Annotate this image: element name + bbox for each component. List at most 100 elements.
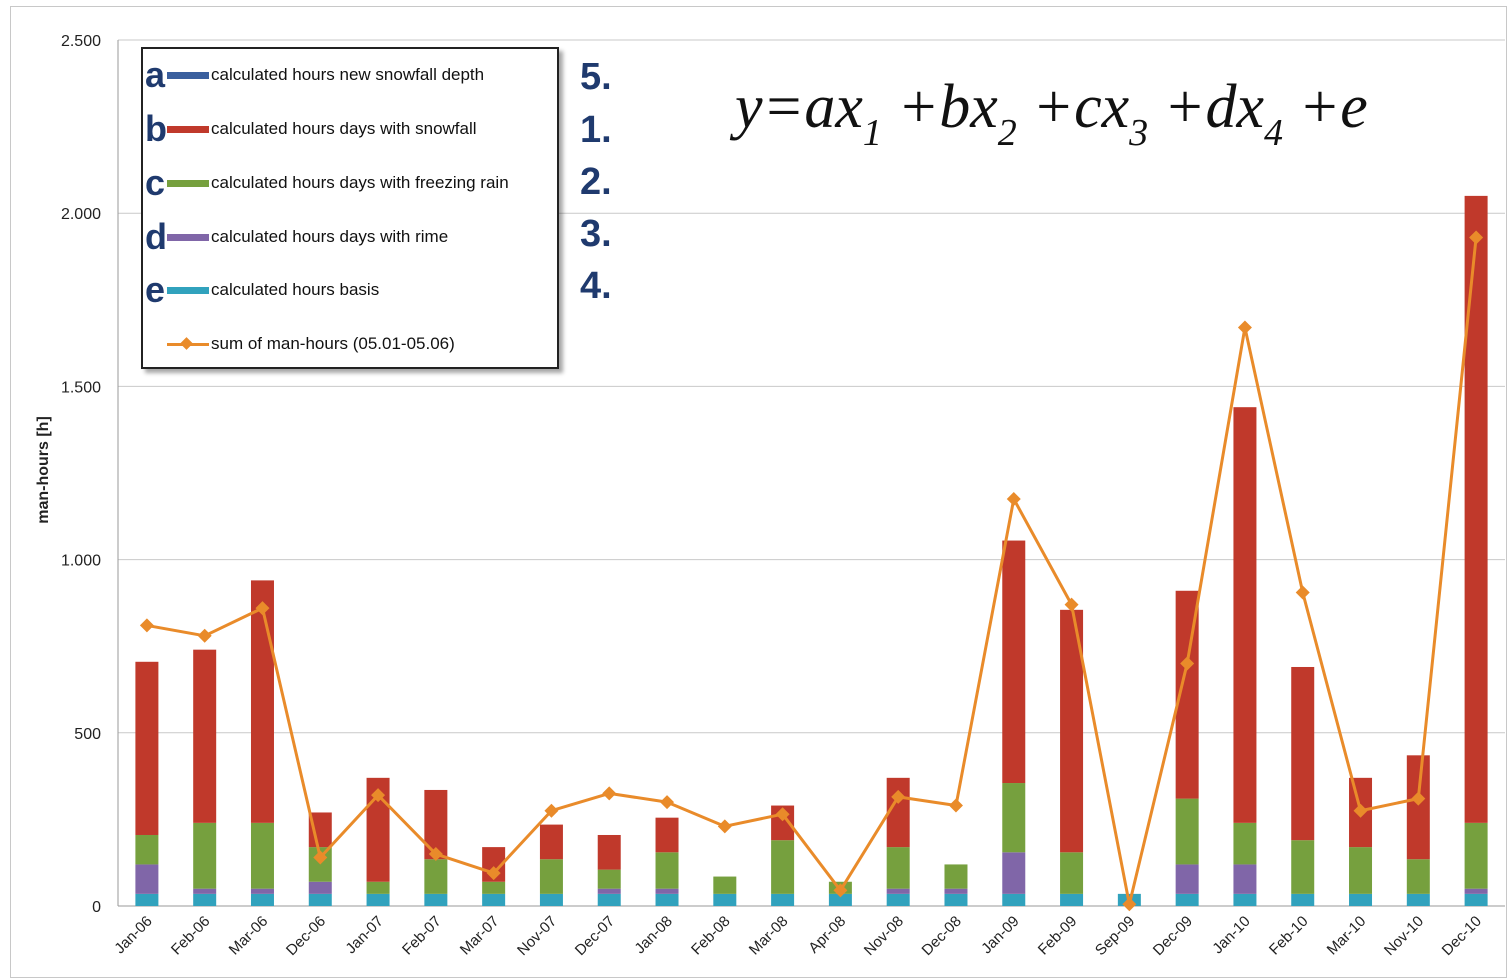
sum-point <box>1064 597 1079 612</box>
y-tick-label: 0 <box>92 899 101 916</box>
bar-segment <box>1175 864 1199 894</box>
sum-point <box>717 819 732 834</box>
x-tick-label: Nov-07 <box>514 913 560 959</box>
x-tick-label: Mar-06 <box>226 913 272 959</box>
formula-part: +cx <box>1016 73 1130 141</box>
bar-segment <box>539 824 563 860</box>
y-tick-label: 1.500 <box>61 379 101 396</box>
bar-segment <box>1233 822 1257 865</box>
legend-swatch <box>167 287 209 294</box>
bar-segment <box>424 859 448 894</box>
sum-point <box>371 788 386 803</box>
x-tick-label: Apr-08 <box>805 913 849 957</box>
sum-point <box>602 786 617 801</box>
legend-label: calculated hours days with snowfall <box>211 119 477 138</box>
bar-segment <box>1464 822 1488 889</box>
bar-segment <box>1233 407 1257 823</box>
legend-label: sum of man-hours (05.01-05.06) <box>211 334 455 353</box>
bar-segment <box>1464 195 1488 823</box>
y-tick-label: 2.500 <box>61 33 101 50</box>
y-tick-label: 1.000 <box>61 553 101 570</box>
bar-segment <box>713 876 737 894</box>
legend-item-days-with-snowfall: b calculated hours days with snowfall <box>143 109 557 149</box>
bar-segment <box>1233 864 1257 894</box>
bar-segment <box>250 822 274 889</box>
sum-point <box>1237 320 1252 335</box>
legend-letter: c <box>145 162 166 203</box>
bar-segment <box>1002 540 1026 784</box>
x-tick-label: Mar-08 <box>746 913 792 959</box>
bar-segment <box>482 893 506 906</box>
legend-letter: b <box>145 108 167 149</box>
y-axis-label: man-hours [h] <box>35 416 52 524</box>
bar-segment <box>1175 590 1199 799</box>
y-tick-label: 500 <box>74 726 101 743</box>
x-tick-label: Nov-08 <box>861 913 907 959</box>
legend-item-days-with-freezing-rain: c calculated hours days with freezing ra… <box>143 163 557 203</box>
bar-segment <box>944 893 968 906</box>
bar-segment <box>193 822 217 889</box>
sum-line-path <box>146 237 1478 906</box>
x-tick-label: Sep-09 <box>1092 913 1138 959</box>
sum-point <box>948 798 963 813</box>
x-tick-label: Dec-09 <box>1150 913 1196 959</box>
bar-segment <box>308 881 332 894</box>
formula-subscript: 2 <box>997 112 1017 154</box>
bar-segment <box>1175 798 1199 865</box>
legend-item-days-with-rime: d calculated hours days with rime <box>143 217 557 257</box>
bar-segment <box>1291 840 1315 894</box>
bar-segment <box>1464 893 1488 906</box>
bar-segment <box>597 888 621 894</box>
sum-point <box>1295 585 1310 600</box>
bar-segment <box>1060 852 1084 894</box>
bar-segment <box>655 852 679 889</box>
x-tick-label: Feb-07 <box>399 913 445 959</box>
order-number-a: 5. <box>580 56 612 98</box>
sum-point <box>197 628 212 643</box>
sum-point <box>1180 656 1195 671</box>
bar-segment <box>1406 893 1430 906</box>
bar-segment <box>424 789 448 860</box>
bar-segment <box>135 834 159 865</box>
bar-segment <box>655 817 679 853</box>
formula-subscript: 1 <box>862 112 882 154</box>
bar-segment <box>1060 609 1084 853</box>
legend-letter: a <box>145 54 166 95</box>
sum-point <box>486 866 501 881</box>
bars <box>135 195 1488 906</box>
sum-point <box>775 807 790 822</box>
x-tick-label: Feb-09 <box>1035 913 1081 959</box>
x-tick-label: Dec-08 <box>919 913 965 959</box>
bar-segment <box>1406 859 1430 894</box>
bar-segment <box>250 580 274 823</box>
legend-label: calculated hours days with freezing rain <box>211 173 509 192</box>
bar-segment <box>713 893 737 906</box>
formula-subscript: 3 <box>1129 112 1149 154</box>
bar-segment <box>539 859 563 894</box>
bar-segment <box>944 888 968 894</box>
sum-line <box>139 230 1484 912</box>
legend-swatch <box>167 180 209 187</box>
y-tick-label: 2.000 <box>61 206 101 223</box>
legend-item-new-snowfall-depth: a calculated hours new snowfall depth <box>143 55 557 95</box>
legend-swatch <box>167 126 209 133</box>
sum-point <box>255 601 270 616</box>
bar-segment <box>655 888 679 894</box>
sum-point <box>544 803 559 818</box>
formula-part: +dx <box>1148 73 1264 141</box>
x-tick-label: Feb-06 <box>168 913 214 959</box>
bar-segment <box>193 893 217 906</box>
sum-point <box>1353 803 1368 818</box>
bar-segment <box>135 864 159 894</box>
bar-segment <box>308 893 332 906</box>
sum-point <box>1122 897 1137 912</box>
order-number-e: 4. <box>580 265 612 307</box>
legend-label: calculated hours basis <box>211 280 380 299</box>
bar-segment <box>597 893 621 906</box>
bar-segment <box>1406 755 1430 860</box>
sum-point <box>1411 791 1426 806</box>
formula-part: y=ax <box>735 73 863 141</box>
x-tick-label: Nov-10 <box>1381 913 1427 959</box>
sum-point <box>833 883 848 898</box>
order-number-b: 1. <box>580 109 612 151</box>
